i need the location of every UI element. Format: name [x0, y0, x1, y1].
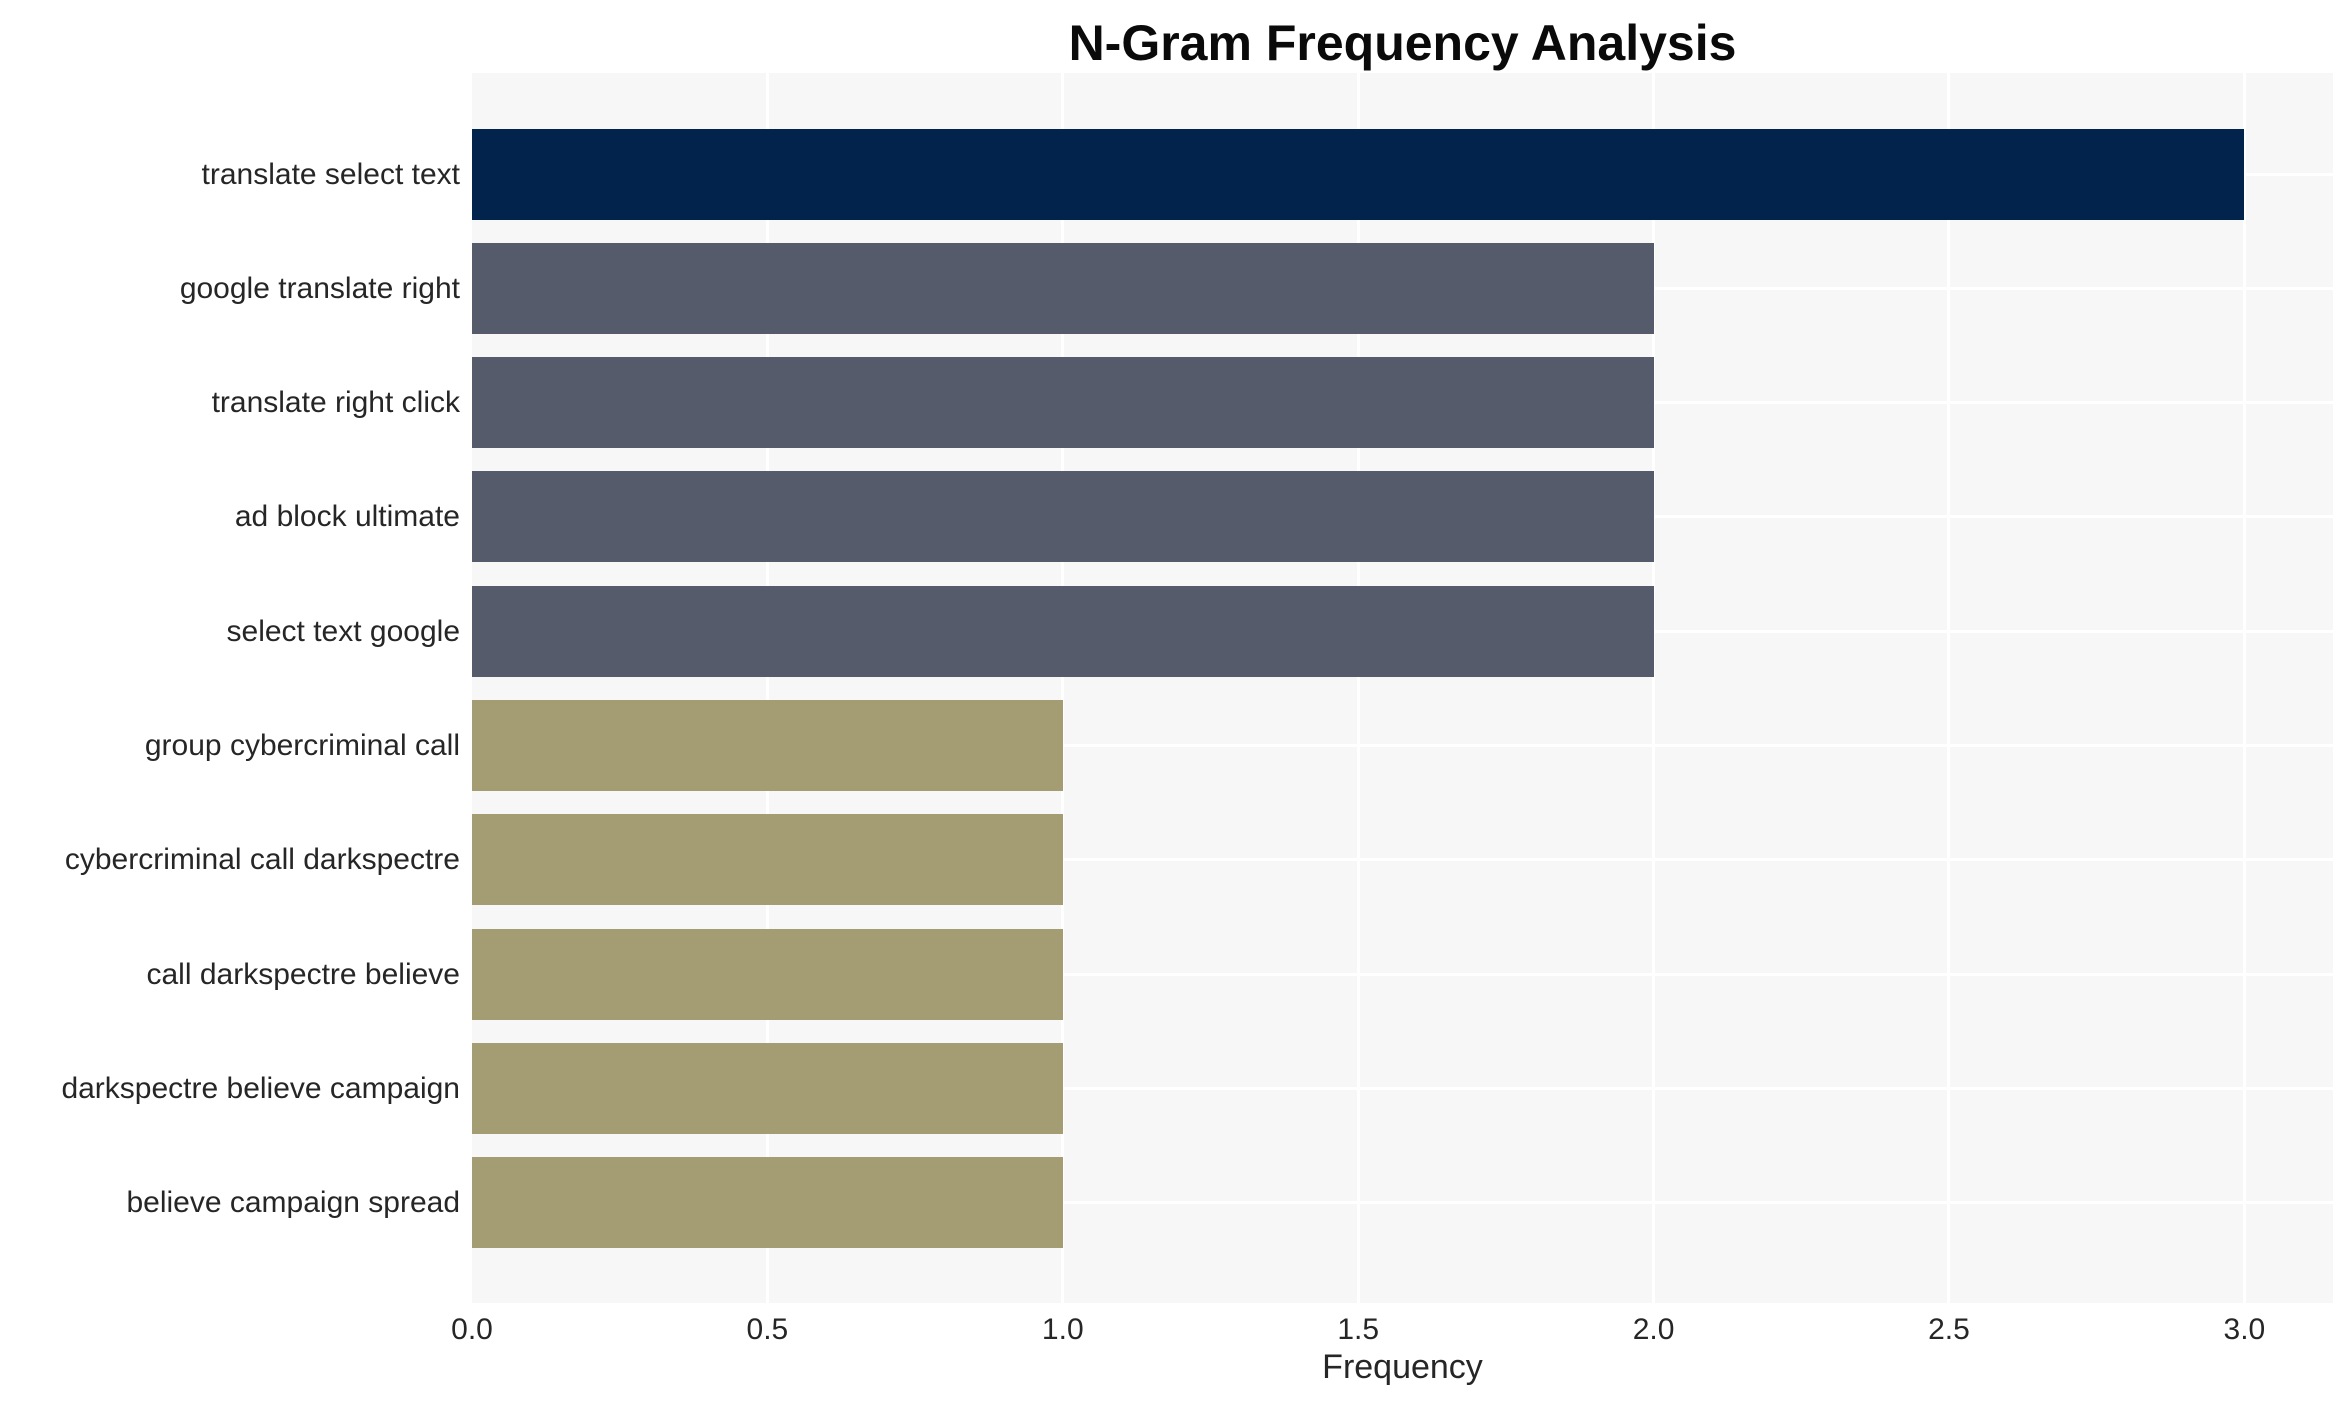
y-axis-label: cybercriminal call darkspectre: [64, 843, 460, 877]
x-axis-tick-label: 2.5: [1928, 1313, 1970, 1346]
vertical-gridline: [2242, 73, 2246, 1303]
plot-area: [472, 73, 2333, 1303]
bar: [472, 471, 1654, 563]
bar: [472, 357, 1654, 449]
bar: [472, 128, 2245, 220]
vertical-gridline: [765, 73, 769, 1303]
y-axis-label: group cybercriminal call: [144, 729, 460, 762]
bar: [472, 928, 1063, 1020]
x-axis-tick-label: 0.5: [746, 1313, 789, 1346]
horizontal-gridline: [472, 1086, 2333, 1090]
y-axis-label: call darkspectre believe: [146, 957, 461, 991]
y-axis-label: ad block ultimate: [234, 500, 460, 534]
y-axis-label: translate right click: [211, 386, 460, 420]
horizontal-gridline: [472, 1201, 2333, 1205]
bar: [472, 700, 1063, 791]
x-axis-tick-labels: 0.0 0.5 1.0 1.5 2.0 2.5 3.0: [451, 1313, 2333, 1349]
x-axis-tick-label: 3.0: [2223, 1313, 2266, 1346]
x-axis-tick-label: 1.5: [1337, 1313, 1380, 1346]
bar: [472, 1157, 1063, 1249]
bar: [472, 814, 1063, 906]
horizontal-gridline: [472, 858, 2333, 862]
x-axis-tick-label: 1.0: [1041, 1313, 1084, 1346]
vertical-gridline: [1652, 73, 1656, 1303]
y-axis-label: select text google: [226, 614, 460, 648]
chart-title: N-Gram Frequency Analysis: [1068, 15, 1737, 71]
bar: [472, 1042, 1063, 1134]
y-axis-label: google translate right: [179, 271, 460, 305]
vertical-gridline: [1356, 73, 1360, 1303]
horizontal-gridline: [472, 744, 2333, 747]
x-axis-tick-label: 0.0: [451, 1313, 493, 1346]
vertical-gridline: [1947, 73, 1951, 1303]
x-axis-label: Frequency: [1322, 1348, 1483, 1386]
x-axis-tick-label: 2.0: [1632, 1313, 1675, 1346]
y-axis-labels: translate select text google translate ri…: [0, 73, 460, 1303]
vertical-gridline: [1061, 73, 1065, 1303]
bar: [472, 585, 1654, 677]
y-axis-label: believe campaign spread: [126, 1186, 460, 1220]
y-axis-label: darkspectre believe campaign: [61, 1071, 460, 1105]
y-axis-label: translate select text: [201, 157, 460, 191]
bar: [472, 242, 1654, 334]
horizontal-gridline: [472, 972, 2333, 976]
